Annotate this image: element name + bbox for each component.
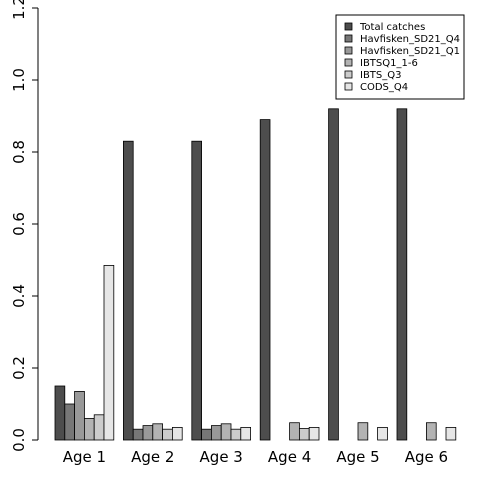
x-category-label: Age 4 xyxy=(268,448,311,466)
x-category-label: Age 2 xyxy=(131,448,174,466)
bar-total-catches-age-5 xyxy=(328,108,339,441)
bars xyxy=(54,108,457,441)
bar-havfisken-sd21-q1-age-3 xyxy=(210,425,222,441)
legend: Total catchesHavfisken_SD21_Q4Havfisken_… xyxy=(335,14,465,100)
bar-ibtsq1-1-6-age-1 xyxy=(84,417,95,441)
y-tick-label: 1.2 xyxy=(10,0,28,20)
legend-label: IBTSQ1_1-6 xyxy=(360,58,418,69)
x-category-label: Age 3 xyxy=(200,448,243,466)
bar-ibts-q3-age-1 xyxy=(93,414,105,441)
bar-total-catches-age-4 xyxy=(259,119,271,441)
legend-swatch xyxy=(344,70,353,79)
bar-ibts-q3-age-4 xyxy=(298,428,310,441)
x-category-label: Age 5 xyxy=(336,448,379,466)
bar-total-catches-age-2 xyxy=(123,140,134,441)
x-category-label: Age 6 xyxy=(405,448,448,466)
bar-total-catches-age-3 xyxy=(191,140,203,441)
y-tick-label: 1.0 xyxy=(10,68,28,92)
legend-label: Havfisken_SD21_Q1 xyxy=(360,46,460,57)
legend-swatch xyxy=(344,58,353,67)
bar-cods-q4-age-5 xyxy=(377,426,388,441)
bar-ibtsq1-1-6-age-4 xyxy=(289,422,300,441)
y-tick-label: 0.4 xyxy=(10,284,28,308)
x-axis-labels: Age 1 Age 2 Age 3 Age 4 Age 5 Age 6 xyxy=(63,448,448,466)
bar-havfisken-sd21-q1-age-1 xyxy=(74,390,85,441)
legend-label: Total catches xyxy=(359,22,425,33)
bar-total-catches-age-1 xyxy=(54,385,66,441)
bar-cods-q4-age-2 xyxy=(171,426,183,441)
bar-ibtsq1-1-6-age-2 xyxy=(152,423,164,441)
bar-ibtsq1-1-6-age-3 xyxy=(220,423,232,441)
y-tick-label: 0.6 xyxy=(10,212,28,236)
bar-ibtsq1-1-6-age-5 xyxy=(357,422,369,441)
bar-ibts-q3-age-3 xyxy=(230,428,242,441)
bar-cods-q4-age-4 xyxy=(308,426,320,441)
legend-label: Havfisken_SD21_Q4 xyxy=(360,34,460,45)
bar-havfisken-sd21-q4-age-3 xyxy=(201,428,212,441)
y-tick-label: 0.0 xyxy=(10,428,28,452)
legend-label: CODS_Q4 xyxy=(360,82,408,93)
bar-cods-q4-age-3 xyxy=(240,426,252,441)
y-tick-label: 0.8 xyxy=(10,140,28,164)
bar-cods-q4-age-6 xyxy=(445,426,457,441)
legend-swatch xyxy=(344,22,353,31)
legend-box xyxy=(335,14,465,100)
bar-cods-q4-age-1 xyxy=(103,264,115,441)
bar-havfisken-sd21-q1-age-2 xyxy=(142,425,154,441)
bar-ibts-q3-age-2 xyxy=(162,428,173,441)
legend-label: IBTS_Q3 xyxy=(360,70,402,81)
bar-total-catches-age-6 xyxy=(396,108,408,441)
legend-swatch xyxy=(344,82,353,91)
y-tick-label: 0.2 xyxy=(10,356,28,380)
legend-swatch xyxy=(344,46,353,55)
y-axis: 0.0 0.2 0.4 0.6 0.8 1.0 1.2 xyxy=(10,0,39,452)
bar-havfisken-sd21-q4-age-2 xyxy=(132,428,144,441)
bar-havfisken-sd21-q4-age-1 xyxy=(64,403,76,441)
bar-ibtsq1-1-6-age-6 xyxy=(425,422,437,441)
x-category-label: Age 1 xyxy=(63,448,106,466)
legend-swatch xyxy=(344,34,353,43)
